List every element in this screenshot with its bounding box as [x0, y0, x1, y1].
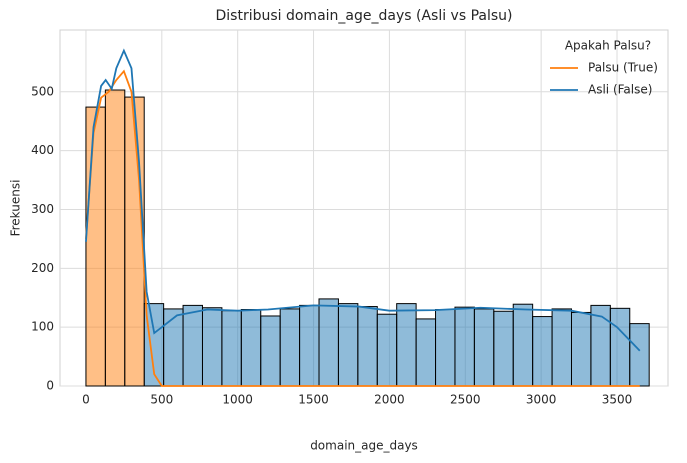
y-tick-label: 400: [31, 143, 54, 157]
y-tick-label: 200: [31, 261, 54, 275]
x-tick-label: 1500: [298, 393, 329, 407]
x-tick-label: 0: [82, 393, 90, 407]
bar: [201, 307, 223, 387]
bar: [337, 303, 359, 387]
bar: [396, 303, 417, 387]
bar: [493, 310, 514, 387]
bar: [590, 304, 611, 387]
x-tick-label: 3000: [526, 393, 557, 407]
bar: [512, 303, 534, 387]
bar: [473, 308, 495, 387]
bar: [551, 308, 572, 387]
x-axis-label: domain_age_days: [310, 439, 418, 453]
bar: [85, 106, 106, 387]
bar: [357, 306, 378, 387]
bar: [609, 307, 631, 387]
kde-line: [85, 69, 640, 387]
bar: [318, 298, 339, 387]
y-tick-label: 100: [31, 320, 54, 334]
bar: [182, 304, 203, 387]
y-axis-label: Frekuensi: [9, 180, 23, 237]
bar: [104, 89, 126, 387]
x-tick-label: 2000: [374, 393, 405, 407]
y-tick-label: 300: [31, 202, 54, 216]
bar: [163, 308, 184, 387]
bar: [221, 310, 242, 387]
bar: [279, 308, 301, 387]
y-tick-label: 500: [31, 84, 54, 98]
bar: [570, 311, 592, 387]
bar: [260, 315, 281, 387]
bar: [376, 313, 398, 387]
x-tick-label: 2500: [450, 393, 481, 407]
bar: [454, 306, 475, 387]
y-tick-label: 0: [46, 379, 54, 393]
bar: [240, 309, 262, 387]
bar: [435, 309, 456, 387]
bar: [629, 323, 650, 387]
bar: [124, 96, 145, 387]
x-tick-label: 500: [150, 393, 173, 407]
legend-title: Apakah Palsu?: [565, 39, 651, 53]
legend-label: Asli (False): [588, 83, 652, 97]
bar: [299, 304, 320, 387]
bar: [415, 318, 437, 387]
bar: [532, 316, 553, 387]
x-tick-label: 1000: [222, 393, 253, 407]
x-tick-label: 3500: [602, 393, 633, 407]
legend-label: Palsu (True): [588, 61, 658, 75]
chart-title: Distribusi domain_age_days (Asli vs Pals…: [215, 8, 512, 24]
kde-line: [85, 48, 641, 352]
